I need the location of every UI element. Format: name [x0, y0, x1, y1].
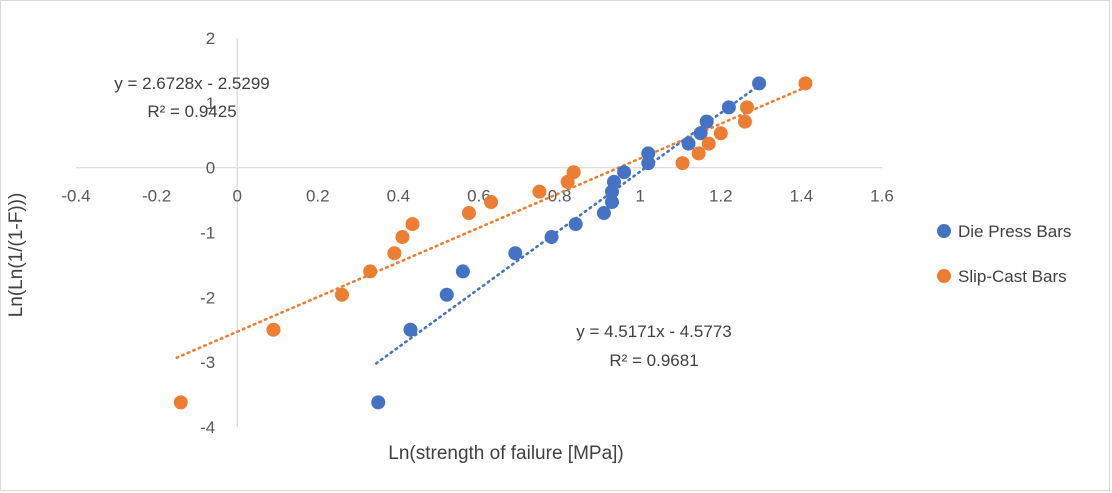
slip-cast-point	[701, 136, 716, 151]
y-tick-labels: -4 -3 -2 -1 0 1 2	[200, 29, 215, 437]
die-press-point	[604, 195, 619, 210]
slip-cast-point	[739, 100, 754, 115]
die-press-point	[617, 165, 632, 180]
die-press-point	[721, 100, 736, 115]
slip-cast-point	[675, 156, 690, 171]
x-axis-title: Ln(strength of failure [MPa])	[388, 443, 624, 464]
legend-item-die-press[interactable]: Die Press Bars	[937, 222, 1071, 241]
legend-marker-slip-cast	[937, 269, 951, 283]
y-tick-label: -2	[200, 288, 215, 307]
x-tick-label: 1.2	[709, 187, 733, 206]
slip-cast-point	[173, 395, 188, 410]
die-press-point	[371, 395, 386, 410]
die-press-point	[508, 246, 523, 261]
slip-cast-point	[532, 184, 547, 199]
slip-cast-trendline	[175, 86, 807, 359]
die-press-equation: y = 4.5171x - 4.5773	[576, 322, 731, 341]
y-tick-label: -4	[200, 418, 215, 437]
die-press-point	[752, 76, 767, 91]
slip-cast-point	[266, 322, 281, 337]
die-press-point	[596, 206, 611, 221]
x-tick-label: 1.6	[870, 187, 894, 206]
die-press-r2: R² = 0.9681	[609, 351, 698, 370]
y-axis-title: Ln(Ln(1/(1-F)))	[6, 193, 27, 318]
slip-cast-point	[405, 217, 420, 232]
x-tick-label: -0.2	[142, 187, 171, 206]
legend-label-slip-cast: Slip-Cast Bars	[958, 267, 1067, 286]
y-tick-label: 1	[206, 94, 215, 113]
die-press-point	[455, 264, 470, 279]
die-press-point	[693, 126, 708, 141]
y-tick-label: 0	[206, 159, 215, 178]
slip-cast-point	[387, 246, 402, 261]
die-press-point	[641, 156, 656, 171]
x-tick-label: -0.4	[61, 187, 90, 206]
die-press-point	[568, 217, 583, 232]
die-press-point	[439, 287, 454, 302]
slip-cast-point	[363, 264, 378, 279]
x-tick-label: 1.4	[790, 187, 814, 206]
slip-cast-point	[334, 287, 349, 302]
y-tick-label: -3	[200, 353, 215, 372]
x-tick-label: 0.2	[306, 187, 330, 206]
data-points	[173, 76, 813, 410]
legend-label-die-press: Die Press Bars	[958, 222, 1071, 241]
x-tick-label: 1	[635, 187, 644, 206]
legend-item-slip-cast[interactable]: Slip-Cast Bars	[937, 267, 1067, 286]
die-press-point	[681, 136, 696, 151]
x-tick-label: 0.8	[548, 187, 572, 206]
slip-cast-point	[691, 146, 706, 161]
slip-cast-point	[484, 195, 499, 210]
x-tick-label: 0	[232, 187, 241, 206]
slip-cast-point	[713, 126, 728, 141]
axes	[76, 38, 882, 427]
slip-cast-point	[566, 165, 581, 180]
die-press-point	[699, 114, 714, 129]
slip-cast-point	[395, 230, 410, 245]
y-tick-label: 2	[206, 29, 215, 48]
die-press-point	[607, 174, 622, 189]
die-press-point	[544, 230, 559, 245]
slip-cast-point	[461, 206, 476, 221]
legend: Die Press Bars Slip-Cast Bars	[937, 222, 1071, 286]
x-tick-labels: -0.4 -0.2 0 0.2 0.4 0.6 0.8 1 1.2 1.4 1.6	[61, 187, 893, 206]
slip-cast-point	[737, 114, 752, 129]
slip-cast-equation: y = 2.6728x - 2.5299	[114, 74, 269, 93]
legend-marker-die-press	[937, 224, 951, 238]
slip-cast-r2: R² = 0.9425	[147, 102, 236, 121]
die-press-point	[403, 322, 418, 337]
y-tick-label: -1	[200, 224, 215, 243]
slip-cast-point	[798, 76, 813, 91]
x-tick-label: 0.4	[387, 187, 411, 206]
die-press-point	[641, 146, 656, 161]
